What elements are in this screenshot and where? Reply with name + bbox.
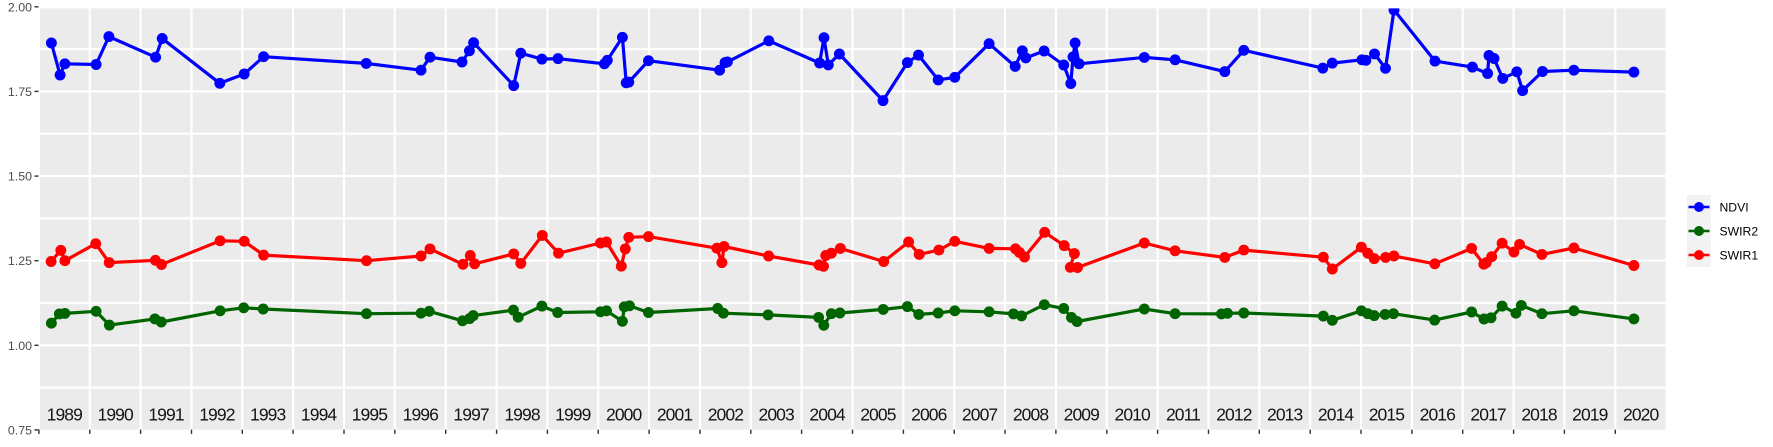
- svg-text:1996: 1996: [403, 405, 438, 425]
- svg-text:2000: 2000: [606, 405, 642, 425]
- svg-text:2013: 2013: [1267, 405, 1302, 425]
- svg-text:1991: 1991: [148, 405, 183, 425]
- svg-text:2004: 2004: [809, 405, 845, 425]
- svg-text:2017: 2017: [1470, 405, 1505, 425]
- svg-text:2005: 2005: [860, 405, 895, 425]
- svg-text:2016: 2016: [1420, 405, 1455, 425]
- svg-text:2007: 2007: [962, 405, 997, 425]
- svg-text:1997: 1997: [453, 405, 488, 425]
- svg-text:1.00: 1.00: [8, 339, 32, 353]
- svg-text:SWIR1: SWIR1: [1720, 248, 1759, 262]
- svg-text:2014: 2014: [1318, 405, 1354, 425]
- svg-text:NDVI: NDVI: [1720, 200, 1749, 214]
- svg-text:2.00: 2.00: [8, 0, 32, 14]
- svg-text:2006: 2006: [911, 405, 946, 425]
- svg-text:SWIR2: SWIR2: [1720, 224, 1759, 238]
- svg-text:1989: 1989: [47, 405, 82, 425]
- svg-text:0.75: 0.75: [8, 423, 32, 437]
- svg-text:2001: 2001: [657, 405, 692, 425]
- svg-text:1995: 1995: [352, 405, 387, 425]
- svg-text:2020: 2020: [1623, 405, 1659, 425]
- svg-text:1.25: 1.25: [8, 254, 32, 268]
- svg-text:2002: 2002: [708, 405, 743, 425]
- svg-text:1.75: 1.75: [8, 85, 32, 99]
- svg-text:2018: 2018: [1521, 405, 1556, 425]
- svg-text:2015: 2015: [1369, 405, 1404, 425]
- svg-text:2009: 2009: [1064, 405, 1099, 425]
- svg-text:1998: 1998: [504, 405, 539, 425]
- svg-text:1992: 1992: [199, 405, 234, 425]
- svg-text:2012: 2012: [1216, 405, 1251, 425]
- svg-text:1.50: 1.50: [8, 170, 32, 184]
- svg-text:2011: 2011: [1166, 405, 1200, 425]
- svg-text:2003: 2003: [759, 405, 794, 425]
- svg-text:2010: 2010: [1115, 405, 1151, 425]
- svg-text:1999: 1999: [555, 405, 590, 425]
- svg-text:1994: 1994: [301, 405, 337, 425]
- svg-text:1993: 1993: [250, 405, 285, 425]
- svg-text:2019: 2019: [1572, 405, 1607, 425]
- svg-text:2008: 2008: [1013, 405, 1048, 425]
- svg-text:1990: 1990: [98, 405, 134, 425]
